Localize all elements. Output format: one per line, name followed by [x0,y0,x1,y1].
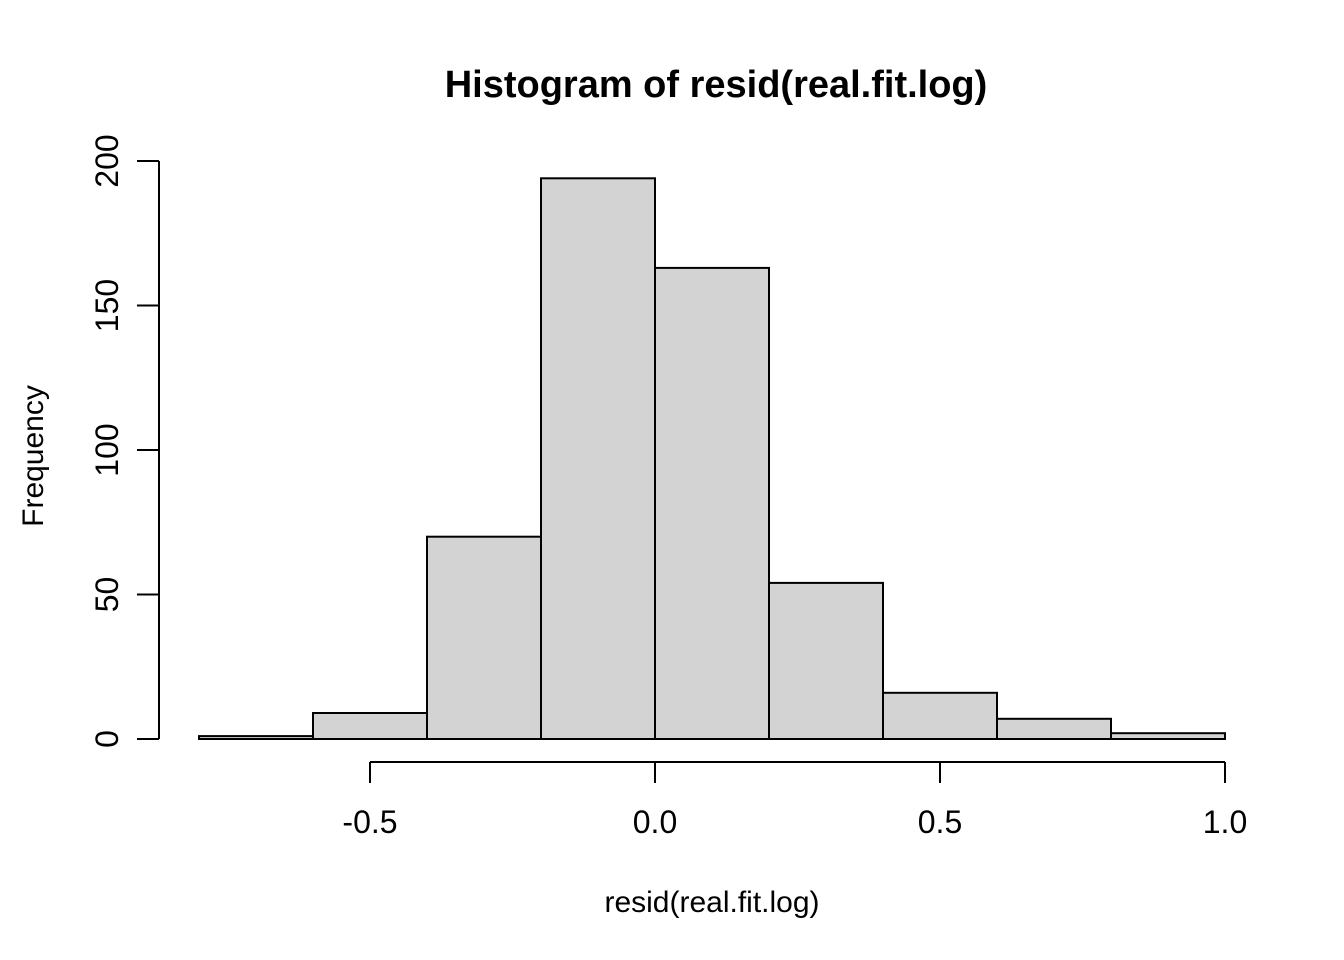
y-axis-label: Frequency [17,385,50,527]
y-tick-label: 50 [89,577,125,613]
histogram-bar [198,735,314,740]
x-tick-label: 1.0 [1203,804,1247,840]
y-tick-label: 150 [89,279,125,332]
histogram-bar [1110,732,1226,741]
x-tick-label: -0.5 [342,804,397,840]
y-tick-label: 0 [89,730,125,748]
histogram-bar [540,177,656,741]
x-axis-label: resid(real.fit.log) [604,886,819,919]
histogram-bar [426,535,542,741]
y-tick-label: 100 [89,423,125,476]
histogram-bar [996,717,1112,740]
chart-title: Histogram of resid(real.fit.log) [445,64,988,106]
x-tick-label: 0.0 [633,804,677,840]
histogram-bar [882,691,998,740]
axes-group: 0 50 100 150 200 -0.5 0.0 0.5 1.0 [89,134,1247,840]
histogram-bar [654,266,770,740]
bars-group [198,177,1226,741]
x-tick-label: 0.5 [918,804,962,840]
histogram-bar [768,581,884,741]
y-tick-label: 200 [89,134,125,187]
histogram-bar [312,712,428,740]
